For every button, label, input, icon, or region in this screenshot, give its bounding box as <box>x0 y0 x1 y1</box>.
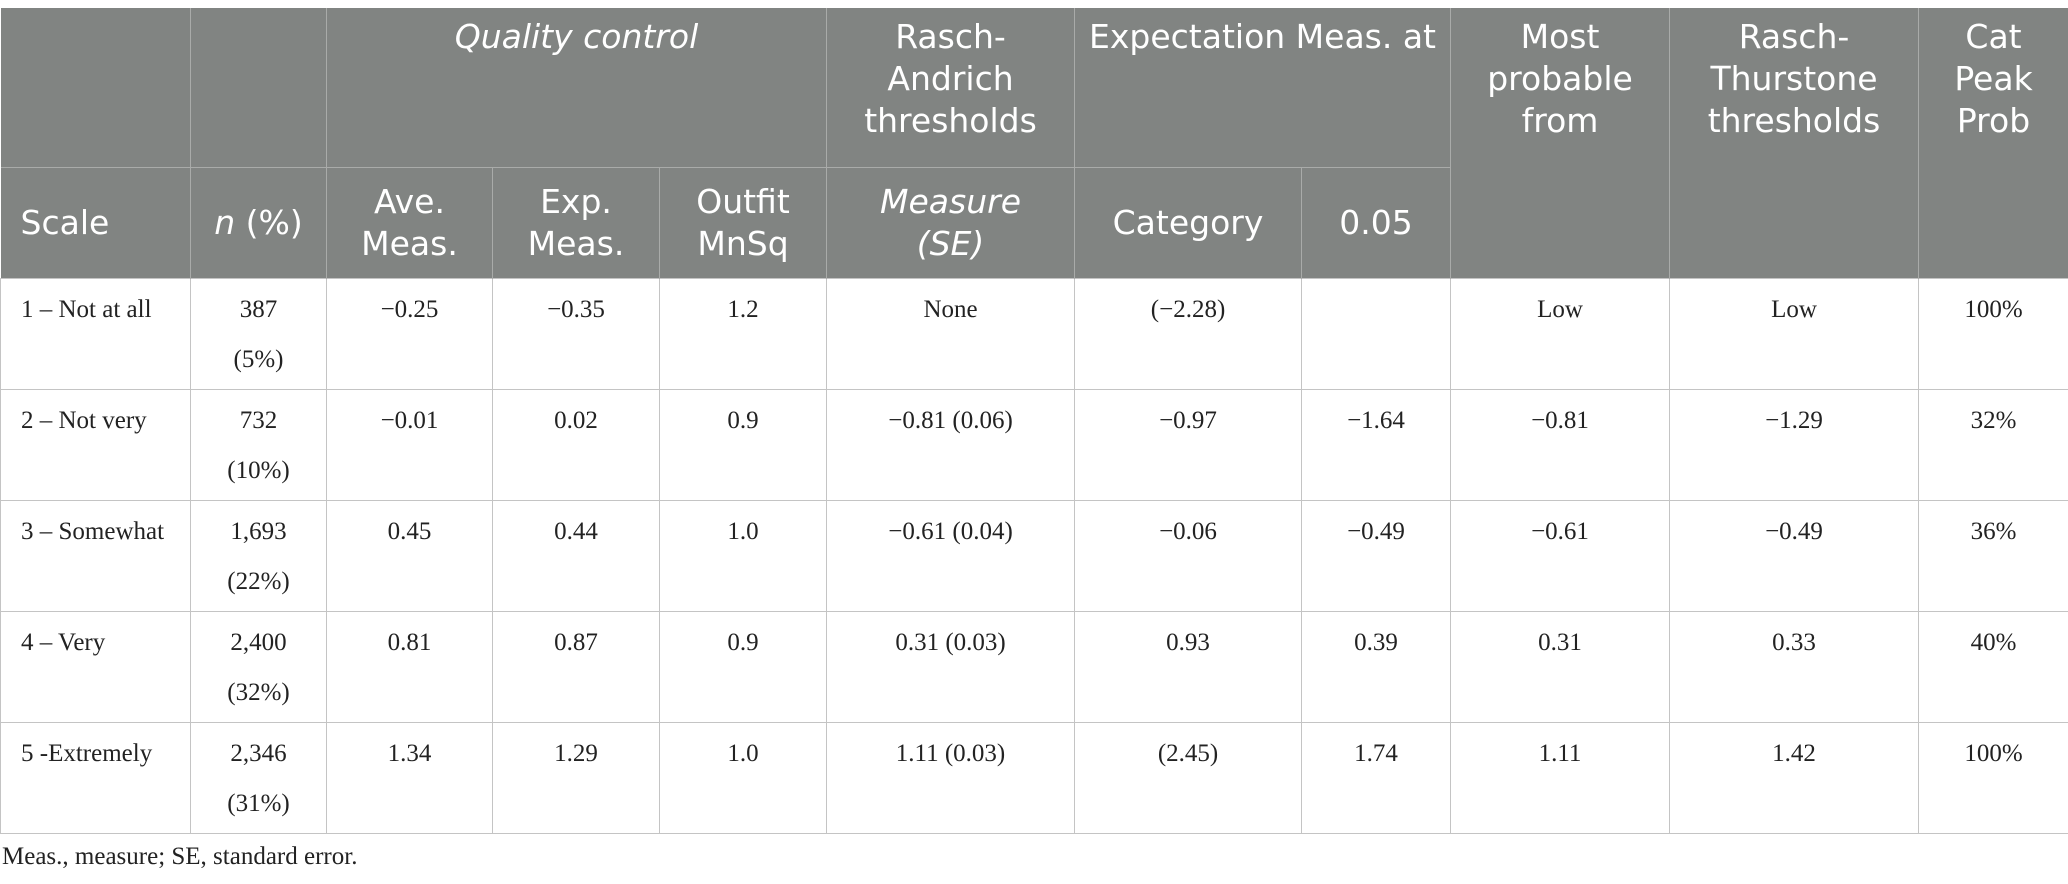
cell-exp-meas: 0.02 <box>492 389 660 501</box>
cell-ave-meas: 0.81 <box>326 611 493 723</box>
cell-thurstone: −0.49 <box>1669 500 1920 612</box>
header-n-symbol: n <box>214 203 236 242</box>
header-se: (SE) <box>916 224 985 263</box>
header-blank-n <box>190 8 327 168</box>
cell-n-count: 2,346 <box>230 740 287 767</box>
cell-exp-meas: 1.29 <box>492 722 660 834</box>
cell-measure: 0.31 (0.03) <box>826 611 1076 723</box>
cell-peak: 40% <box>1918 611 2068 723</box>
cell-category: (−2.28) <box>1074 278 1303 390</box>
cell-peak: 36% <box>1918 500 2068 612</box>
cell-scale: 4 – Very <box>0 611 191 723</box>
cell-n: 387 (5%) <box>190 278 327 390</box>
cell-n: 732 (10%) <box>190 389 327 501</box>
cell-exp-meas: 0.87 <box>492 611 660 723</box>
table-footnote: Meas., measure; SE, standard error. <box>2 843 358 870</box>
cell-n-pct: (5%) <box>233 346 284 373</box>
header-expectation: Expectation Meas. at <box>1074 8 1452 168</box>
cell-n: 1,693 (22%) <box>190 500 327 612</box>
cell-exp-meas: 0.44 <box>492 500 660 612</box>
table-row: 3 – Somewhat 1,693 (22%) 0.45 0.44 1.0 −0… <box>0 500 2068 612</box>
cell-most-probable: −0.81 <box>1450 389 1671 501</box>
cell-n: 2,400 (32%) <box>190 611 327 723</box>
cell-measure: None <box>826 278 1076 390</box>
header-quality-control: Quality control <box>326 8 828 168</box>
cell-most-probable: −0.61 <box>1450 500 1671 612</box>
cell-p05: 0.39 <box>1301 611 1452 723</box>
cell-measure: −0.81 (0.06) <box>826 389 1076 501</box>
cell-outfit: 1.0 <box>658 500 828 612</box>
header-measure-se: Measure (SE) <box>826 167 1076 279</box>
cell-category: (2.45) <box>1074 722 1303 834</box>
header-n-pct: (%) <box>235 203 303 242</box>
cell-p05: −0.49 <box>1301 500 1452 612</box>
cell-n-pct: (31%) <box>227 790 290 817</box>
cell-outfit: 0.9 <box>658 611 828 723</box>
cell-category: −0.06 <box>1074 500 1303 612</box>
cell-most-probable: Low <box>1450 278 1671 390</box>
header-category: Category <box>1074 167 1303 279</box>
cell-p05: −1.64 <box>1301 389 1452 501</box>
table-row: 4 – Very 2,400 (32%) 0.81 0.87 0.9 0.31 (… <box>0 611 2068 723</box>
header-p05: 0.05 <box>1301 167 1452 279</box>
table-row: 1 – Not at all 387 (5%) −0.25 −0.35 1.2 N… <box>0 278 2068 390</box>
cell-n-count: 732 <box>239 407 278 434</box>
cell-category: 0.93 <box>1074 611 1303 723</box>
cell-category: −0.97 <box>1074 389 1303 501</box>
cell-ave-meas: 1.34 <box>326 722 493 834</box>
cell-most-probable: 1.11 <box>1450 722 1671 834</box>
table-row: 5 -Extremely 2,346 (31%) 1.34 1.29 1.0 1.… <box>0 722 2068 834</box>
header-measure: Measure <box>880 182 1021 221</box>
cell-n-count: 387 <box>239 296 278 323</box>
cell-ave-meas: −0.01 <box>326 389 493 501</box>
cell-outfit: 0.9 <box>658 389 828 501</box>
header-blank-scale <box>0 8 191 168</box>
header-cat-peak: Cat Peak Prob <box>1918 8 2068 279</box>
cell-ave-meas: 0.45 <box>326 500 493 612</box>
header-ave-meas: Ave. Meas. <box>326 167 493 279</box>
cell-outfit: 1.0 <box>658 722 828 834</box>
cell-scale: 3 – Somewhat <box>0 500 191 612</box>
header-scale: Scale <box>0 167 191 279</box>
cell-thurstone: −1.29 <box>1669 389 1920 501</box>
table-row: 2 – Not very 732 (10%) −0.01 0.02 0.9 −0.… <box>0 389 2068 501</box>
cell-peak: 100% <box>1918 722 2068 834</box>
cell-n-count: 2,400 <box>230 629 287 656</box>
header-most-probable: Most probable from <box>1450 8 1671 279</box>
cell-n-pct: (32%) <box>227 679 290 706</box>
cell-n-count: 1,693 <box>230 518 287 545</box>
cell-n-pct: (22%) <box>227 568 290 595</box>
cell-ave-meas: −0.25 <box>326 278 493 390</box>
cell-thurstone: 1.42 <box>1669 722 1920 834</box>
cell-scale: 5 -Extremely <box>0 722 191 834</box>
header-rasch-thurstone: Rasch-Thurstone thresholds <box>1669 8 1920 279</box>
cell-exp-meas: −0.35 <box>492 278 660 390</box>
cell-measure: −0.61 (0.04) <box>826 500 1076 612</box>
cell-peak: 100% <box>1918 278 2068 390</box>
cell-p05: 1.74 <box>1301 722 1452 834</box>
cell-p05 <box>1301 278 1452 390</box>
header-exp-meas: Exp. Meas. <box>492 167 660 279</box>
cell-peak: 32% <box>1918 389 2068 501</box>
header-rasch-andrich: Rasch-Andrich thresholds <box>826 8 1076 168</box>
cell-scale: 1 – Not at all <box>0 278 191 390</box>
cell-n: 2,346 (31%) <box>190 722 327 834</box>
cell-measure: 1.11 (0.03) <box>826 722 1076 834</box>
header-n: n (%) <box>190 167 327 279</box>
header-outfit: Outfit MnSq <box>659 167 828 279</box>
cell-scale: 2 – Not very <box>0 389 191 501</box>
cell-thurstone: 0.33 <box>1669 611 1920 723</box>
rasch-scale-table: Quality control Rasch-Andrich thresholds… <box>0 8 2068 834</box>
cell-n-pct: (10%) <box>227 457 290 484</box>
cell-thurstone: Low <box>1669 278 1920 390</box>
cell-most-probable: 0.31 <box>1450 611 1671 723</box>
cell-outfit: 1.2 <box>658 278 828 390</box>
